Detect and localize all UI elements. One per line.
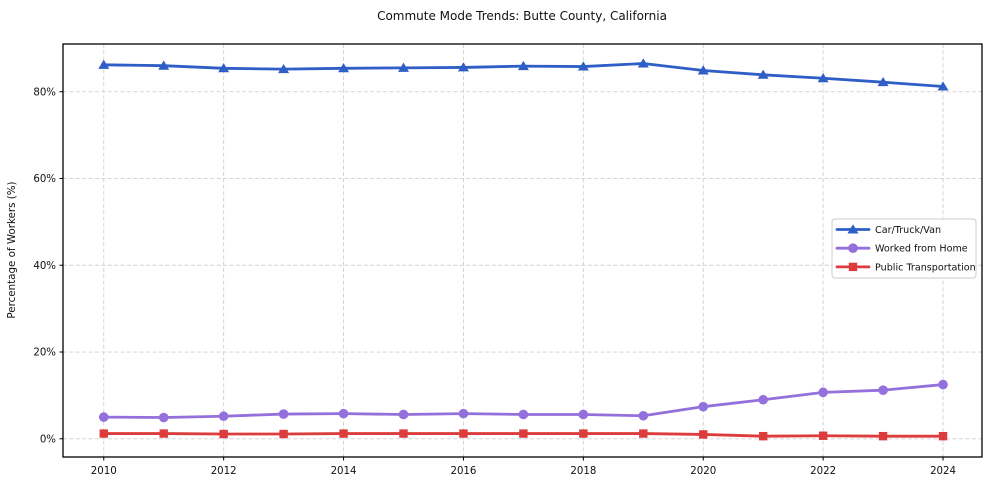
data-point-worked-from-home <box>758 394 768 405</box>
series-layer <box>98 58 949 441</box>
x-tick-label: 2020 <box>690 466 716 477</box>
data-point-public-transportation <box>818 431 828 440</box>
data-point-car-truck-van <box>398 62 410 72</box>
data-point-worked-from-home <box>578 409 589 420</box>
data-point-public-transportation <box>639 429 648 438</box>
data-point-worked-from-home <box>338 408 349 419</box>
data-point-car-truck-van <box>817 73 829 83</box>
legend-label-worked-from-home: Worked from Home <box>875 244 968 255</box>
data-point-worked-from-home <box>278 409 289 419</box>
data-point-car-truck-van <box>517 60 529 71</box>
data-point-car-truck-van <box>457 62 469 72</box>
x-tick-label: 2014 <box>331 466 357 477</box>
data-point-worked-from-home <box>98 412 109 422</box>
y-tick-label: 80% <box>33 87 56 98</box>
data-point-worked-from-home <box>158 412 169 423</box>
legend-marker-public-transportation <box>848 262 858 272</box>
data-point-worked-from-home <box>818 387 828 398</box>
data-point-car-truck-van <box>757 69 769 79</box>
x-tick-label: 2022 <box>810 466 836 477</box>
data-point-car-truck-van <box>637 58 649 68</box>
data-point-car-truck-van <box>98 59 110 69</box>
data-point-public-transportation <box>339 429 348 438</box>
x-tick-label: 2016 <box>450 466 476 477</box>
y-tick-label: 60% <box>33 174 56 185</box>
data-point-worked-from-home <box>638 410 649 421</box>
data-point-car-truck-van <box>218 63 230 73</box>
legend-label-car-truck-van: Car/Truck/Van <box>875 225 941 236</box>
data-point-public-transportation <box>579 429 588 438</box>
y-tick-label: 40% <box>33 261 56 272</box>
data-point-public-transportation <box>159 429 168 438</box>
data-point-car-truck-van <box>877 76 889 87</box>
plot-border <box>62 43 983 458</box>
data-point-worked-from-home <box>398 409 409 420</box>
data-point-worked-from-home <box>518 409 529 420</box>
x-tick-label: 2010 <box>91 466 117 477</box>
x-tick-label: 2012 <box>211 466 237 477</box>
legend-marker-car-truck-van <box>847 224 859 234</box>
legend-label-public-transportation: Public Transportation <box>875 262 976 273</box>
tick-labels: 2010 2012 2014 2016 2018 2020 2022 2024 0% 20% 40%… <box>33 87 956 477</box>
data-point-car-truck-van <box>697 65 709 75</box>
data-point-car-truck-van <box>577 61 589 71</box>
data-point-worked-from-home <box>938 379 948 390</box>
y-tick-label: 20% <box>33 348 56 359</box>
axis-ticks <box>59 91 944 461</box>
chart-title: Commute Mode Trends: Butte County, Calif… <box>377 9 667 23</box>
legend-box <box>831 218 977 279</box>
data-point-car-truck-van <box>278 63 290 74</box>
data-point-public-transportation <box>758 431 768 441</box>
data-point-car-truck-van <box>937 81 949 91</box>
legend: Car/Truck/Van Worked from Home Public Tran… <box>831 218 977 279</box>
data-point-car-truck-van <box>158 60 170 70</box>
y-tick-label: 0% <box>40 434 56 445</box>
data-point-public-transportation <box>399 429 408 438</box>
data-point-worked-from-home <box>878 385 888 395</box>
data-point-public-transportation <box>219 429 228 439</box>
data-point-worked-from-home <box>698 401 709 412</box>
data-point-public-transportation <box>279 429 288 439</box>
data-point-public-transportation <box>699 430 708 439</box>
data-point-worked-from-home <box>218 411 229 422</box>
x-tick-label: 2024 <box>930 466 956 477</box>
y-axis-label: Percentage of Workers (%) <box>6 181 18 318</box>
data-point-worked-from-home <box>458 408 469 419</box>
data-point-public-transportation <box>878 431 888 441</box>
data-point-public-transportation <box>459 429 468 438</box>
data-point-car-truck-van <box>338 63 350 73</box>
data-point-public-transportation <box>938 431 948 441</box>
x-tick-label: 2018 <box>570 466 596 477</box>
data-point-public-transportation <box>519 429 528 438</box>
data-point-public-transportation <box>99 429 108 438</box>
legend-marker-worked-from-home <box>848 243 858 253</box>
